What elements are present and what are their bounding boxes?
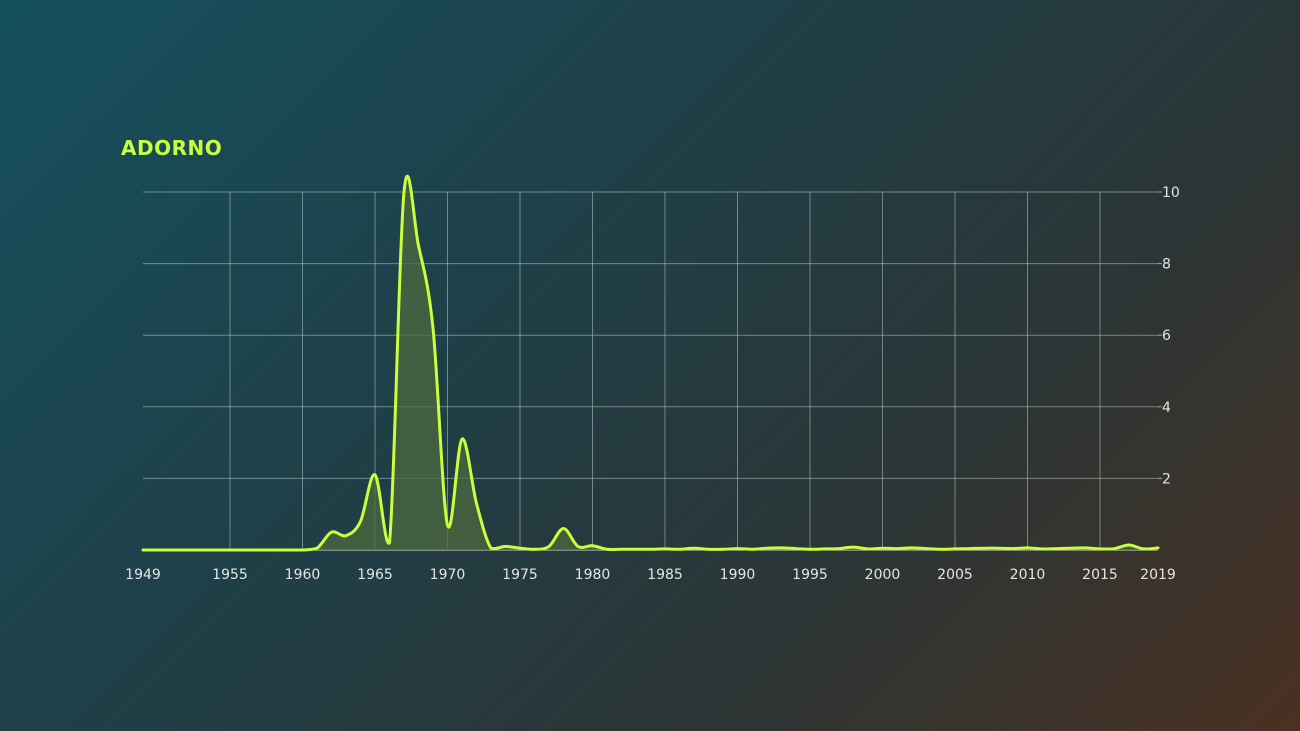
tick-label-layer: 1949 1955 1960 1965 1970 1975 1980 1985 1990 1995… <box>125 185 1180 583</box>
x-tick-label: 2015 <box>1082 567 1118 583</box>
y-tick-label: 10 <box>1162 185 1180 201</box>
chart-title: ADORNO <box>121 136 223 160</box>
x-tick-label: 1975 <box>502 567 538 583</box>
x-tick-label: 1949 <box>125 567 161 583</box>
x-tick-label: 1960 <box>285 567 321 583</box>
grid-layer <box>143 191 1162 551</box>
series-line <box>141 174 1160 552</box>
y-tick-label: 8 <box>1162 257 1171 273</box>
x-tick-label: 1985 <box>647 567 683 583</box>
x-tick-label: 1970 <box>430 567 466 583</box>
x-tick-label: 1980 <box>575 567 611 583</box>
x-tick-label: 2019 <box>1140 567 1176 583</box>
y-tick-label: 6 <box>1162 328 1171 344</box>
x-tick-label: 2000 <box>865 567 901 583</box>
y-tick-label: 4 <box>1162 400 1171 416</box>
area-layer <box>141 174 1160 552</box>
x-tick-label: 1965 <box>357 567 393 583</box>
series-area-fill <box>143 176 1158 550</box>
x-tick-label: 1995 <box>792 567 828 583</box>
x-tick-label: 1990 <box>720 567 756 583</box>
x-tick-label: 1955 <box>212 567 248 583</box>
x-tick-label: 2005 <box>937 567 973 583</box>
y-tick-label: 2 <box>1162 471 1171 487</box>
x-tick-label: 2010 <box>1010 567 1046 583</box>
